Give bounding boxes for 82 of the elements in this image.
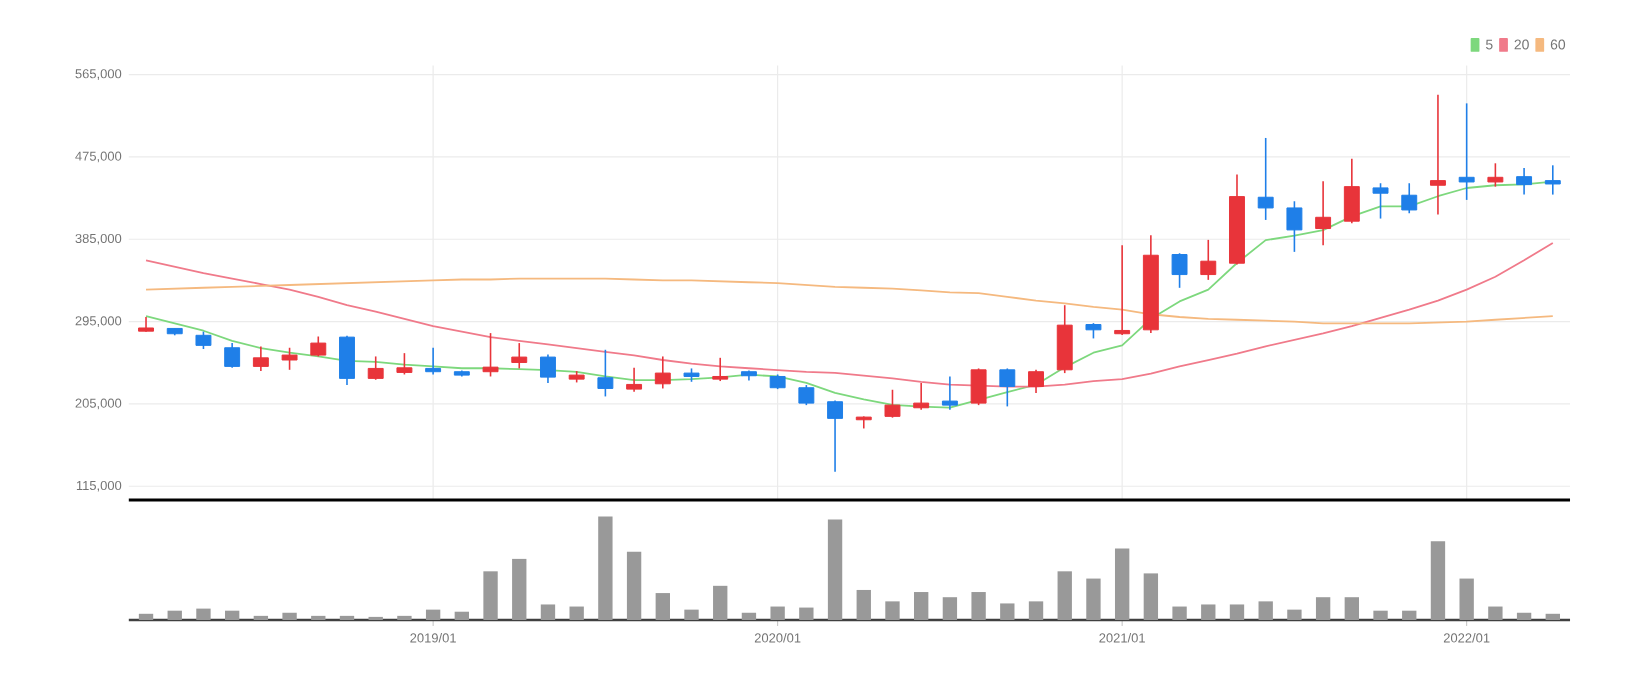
candlestick <box>1458 102 1475 201</box>
bar <box>1344 597 1360 620</box>
bar <box>684 609 699 620</box>
candlestick <box>1343 157 1360 225</box>
candlestick <box>511 342 528 370</box>
bar <box>1545 613 1560 620</box>
bar <box>1516 612 1532 620</box>
candlestick <box>1171 252 1188 289</box>
candlestick <box>1544 164 1561 196</box>
bar <box>512 558 527 620</box>
candlestick <box>396 352 413 376</box>
bar <box>540 604 556 620</box>
candlestick <box>913 382 930 411</box>
bar <box>569 606 584 620</box>
candlestick <box>1286 200 1303 253</box>
candlestick <box>798 384 815 406</box>
candlestick <box>941 375 958 411</box>
bar <box>1229 604 1245 620</box>
bar <box>1402 610 1417 620</box>
bar <box>626 551 642 620</box>
candlestick <box>1315 180 1332 246</box>
candlestick <box>1516 167 1533 196</box>
bar <box>1459 578 1474 620</box>
bar <box>713 585 728 620</box>
candlestick <box>224 342 241 369</box>
candlestick <box>827 399 844 473</box>
candlestick <box>482 332 499 378</box>
candlestick <box>1114 244 1131 336</box>
bar <box>425 609 441 620</box>
bar <box>1430 541 1446 620</box>
candlestick <box>252 345 269 372</box>
bar <box>856 589 871 620</box>
bar <box>741 612 757 620</box>
bar <box>598 516 613 620</box>
bar <box>1258 601 1273 620</box>
candlestick <box>1429 93 1446 216</box>
bar <box>196 608 211 620</box>
bar <box>1315 597 1331 620</box>
bar <box>224 610 240 620</box>
bar <box>282 612 297 620</box>
candlestick <box>1056 304 1073 374</box>
candlestick <box>1200 239 1217 281</box>
bar <box>1086 578 1101 620</box>
bar <box>1287 609 1302 620</box>
candlestick <box>1487 162 1504 188</box>
candlestick <box>654 355 671 390</box>
bar <box>1488 606 1503 620</box>
bar <box>770 606 785 620</box>
bar <box>1373 610 1388 620</box>
candlestick <box>1401 182 1418 215</box>
candlestick <box>1028 369 1044 394</box>
bar <box>1000 603 1015 620</box>
bar <box>1028 601 1044 620</box>
bar <box>1057 571 1072 620</box>
candlestick <box>1372 182 1389 220</box>
candlestick <box>999 367 1016 408</box>
candlestick <box>281 346 298 371</box>
candlestick <box>425 346 442 376</box>
candlestick <box>1257 137 1274 221</box>
bar <box>885 601 900 620</box>
bar <box>1143 573 1159 620</box>
bar <box>942 597 958 620</box>
candlestick <box>970 367 987 406</box>
bar <box>1201 604 1216 620</box>
candlestick <box>339 334 355 386</box>
candlestick <box>884 388 901 419</box>
bar <box>827 519 843 620</box>
bar <box>1114 548 1130 620</box>
bar <box>454 611 470 620</box>
candlestick <box>712 357 729 382</box>
bar <box>167 610 182 620</box>
bar <box>799 607 814 620</box>
bar <box>655 593 670 620</box>
bar <box>914 592 929 620</box>
candlestick <box>597 348 614 398</box>
candlestick <box>367 355 384 381</box>
bar <box>1172 606 1187 620</box>
candlestick <box>539 353 556 384</box>
candlestick <box>626 366 643 393</box>
bar <box>971 592 986 620</box>
bar <box>483 571 498 620</box>
bar <box>138 613 154 620</box>
